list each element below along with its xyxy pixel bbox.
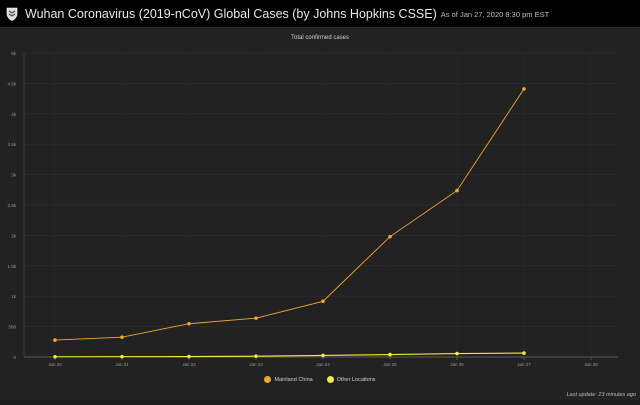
y-tick-label: 4k xyxy=(11,112,17,117)
y-tick-label: 3.5k xyxy=(7,142,16,147)
mainland-china-data-point[interactable] xyxy=(321,299,325,304)
legend-swatch xyxy=(264,376,272,383)
x-tick-label: Jan 22 xyxy=(182,362,196,367)
y-tick-label: 1k xyxy=(11,294,17,299)
y-tick-label: 1.5k xyxy=(7,264,16,269)
y-tick-label: 3k xyxy=(11,173,17,178)
y-tick-label: 0 xyxy=(13,355,16,360)
app-header: Wuhan Coronavirus (2019-nCoV) Global Cas… xyxy=(0,0,640,28)
x-tick-label: Jan 27 xyxy=(517,362,531,367)
y-tick-label: 4.5k xyxy=(7,81,16,86)
last-update-note: Last update: 23 minutes ago xyxy=(566,392,636,398)
mainland-china-data-point[interactable] xyxy=(53,338,57,342)
mainland-china-data-point[interactable] xyxy=(388,234,392,239)
other-locations-data-point[interactable] xyxy=(388,352,392,357)
x-tick-label: Jan 20 xyxy=(48,362,62,367)
y-tick-label: 2.5k xyxy=(7,203,16,208)
mainland-china-data-point[interactable] xyxy=(120,335,124,339)
x-tick-label: Jan 25 xyxy=(383,362,397,367)
x-tick-label: Jan 23 xyxy=(249,362,263,367)
x-tick-label: Jan 21 xyxy=(115,362,129,367)
legend-item-mainland-china[interactable]: Mainland China xyxy=(264,376,313,383)
other-locations-data-point[interactable] xyxy=(120,354,124,359)
mainland-china-data-point[interactable] xyxy=(254,316,258,320)
legend-label: Mainland China xyxy=(274,376,313,383)
other-locations-data-point[interactable] xyxy=(321,353,325,358)
y-tick-label: 5k xyxy=(11,51,17,56)
legend-swatch xyxy=(326,376,334,383)
chart-panel: Total confirmed cases 0 500 1k 1.5k 2k 2.5k 3k… xyxy=(0,28,640,400)
other-locations-data-point[interactable] xyxy=(187,354,191,359)
other-locations-data-point[interactable] xyxy=(522,351,526,355)
chart-title: Total confirmed cases xyxy=(291,35,349,41)
chart-legend: Mainland China Other Locations xyxy=(0,376,640,383)
other-locations-data-point[interactable] xyxy=(455,351,459,356)
x-tick-label: Jan 26 xyxy=(450,362,464,367)
dashboard-title: Wuhan Coronavirus (2019-nCoV) Global Cas… xyxy=(25,6,437,21)
y-tick-label: 2k xyxy=(11,233,17,238)
as-of-timestamp: As of Jan 27, 2020 8:30 pm EST xyxy=(440,10,550,19)
mainland-china-data-point[interactable] xyxy=(187,321,191,326)
mainland-china-data-point[interactable] xyxy=(522,87,526,91)
y-tick-label: 500 xyxy=(8,325,16,330)
mainland-china-series-line xyxy=(54,88,525,341)
other-locations-series-line xyxy=(54,352,525,358)
other-locations-data-point[interactable] xyxy=(254,354,258,358)
x-tick-label: Jan 24 xyxy=(316,362,330,367)
other-locations-data-point[interactable] xyxy=(53,354,57,359)
x-tick-label: Jan 28 xyxy=(584,362,598,367)
confirmed-cases-line-chart: Total confirmed cases 0 500 1k 1.5k 2k 2.5k 3k… xyxy=(7,35,618,367)
jhu-shield-logo-icon xyxy=(5,6,19,22)
mainland-china-data-point[interactable] xyxy=(455,188,459,193)
legend-label: Other Locations xyxy=(336,376,376,383)
legend-item-other-locations[interactable]: Other Locations xyxy=(326,376,376,383)
